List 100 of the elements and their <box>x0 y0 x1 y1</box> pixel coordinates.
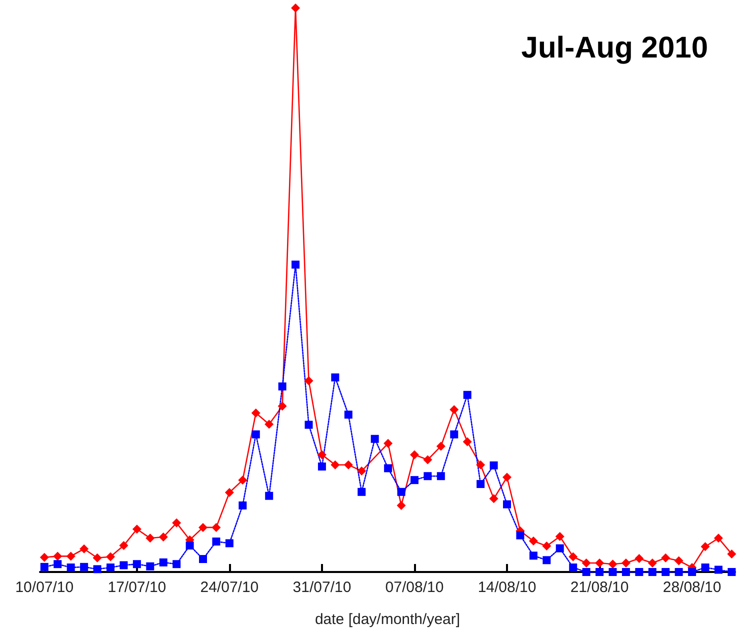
point <box>106 552 115 562</box>
point <box>516 531 524 540</box>
point <box>238 501 247 510</box>
point <box>304 376 314 386</box>
point <box>450 405 459 414</box>
point <box>251 408 260 418</box>
point <box>634 554 644 563</box>
point <box>159 558 168 566</box>
point <box>662 568 670 576</box>
point <box>119 540 128 550</box>
point <box>423 455 432 464</box>
point <box>436 472 445 480</box>
point <box>489 494 498 504</box>
point <box>384 438 393 448</box>
point <box>53 552 62 561</box>
point <box>132 560 141 568</box>
point <box>528 536 538 546</box>
point <box>410 476 418 484</box>
point <box>344 410 352 419</box>
point <box>608 568 617 576</box>
point <box>450 430 458 438</box>
point <box>158 532 168 542</box>
point <box>582 558 591 568</box>
x-tick-label: 28/08/10 <box>662 579 722 596</box>
point <box>40 562 48 571</box>
point <box>476 480 485 488</box>
point <box>66 552 76 561</box>
point <box>727 549 736 558</box>
point <box>648 568 656 576</box>
point <box>358 488 366 496</box>
point <box>556 544 564 552</box>
point <box>80 544 89 554</box>
point <box>199 555 208 564</box>
point <box>264 420 274 429</box>
point <box>331 373 340 382</box>
point <box>728 568 736 576</box>
point <box>317 450 326 460</box>
point <box>186 541 194 550</box>
point <box>502 472 512 482</box>
point <box>621 558 630 568</box>
point <box>80 562 88 571</box>
point <box>278 402 287 411</box>
point <box>396 500 406 510</box>
x-axis-title: date [day/month/year] <box>314 611 460 628</box>
point <box>688 568 696 576</box>
point <box>212 522 221 532</box>
x-tick-label: 31/07/10 <box>292 579 352 596</box>
point <box>172 560 181 568</box>
point <box>146 534 155 543</box>
point <box>384 464 392 472</box>
x-tick-label: 14/08/10 <box>478 579 536 596</box>
point <box>595 558 604 568</box>
point <box>503 500 512 508</box>
point <box>66 563 75 572</box>
point <box>344 460 353 470</box>
point <box>674 556 684 566</box>
point <box>555 532 564 541</box>
point <box>462 437 472 446</box>
x-tick-label: 21/08/10 <box>570 579 629 596</box>
x-tick-label: 10/07/10 <box>15 579 74 596</box>
point <box>132 524 142 534</box>
point <box>238 476 248 485</box>
point <box>701 563 710 572</box>
point <box>700 542 710 552</box>
x-tick-label: 07/08/10 <box>385 579 444 596</box>
point <box>410 450 419 460</box>
point <box>568 552 578 562</box>
point <box>397 488 406 496</box>
point <box>318 462 326 471</box>
point <box>622 568 630 576</box>
point <box>529 552 538 560</box>
x-tick-label: 17/07/10 <box>108 579 166 596</box>
point <box>292 260 300 269</box>
point <box>92 553 102 562</box>
point <box>291 4 300 12</box>
point <box>224 488 234 497</box>
point <box>635 568 644 576</box>
x-tick-label: 24/07/10 <box>200 579 259 596</box>
point <box>424 472 432 480</box>
point <box>278 382 286 390</box>
point <box>490 461 498 470</box>
point <box>93 565 102 574</box>
point <box>198 522 208 532</box>
point <box>714 566 722 574</box>
point <box>146 562 154 570</box>
point <box>661 553 670 562</box>
point <box>172 518 182 528</box>
point <box>648 558 657 568</box>
point <box>120 561 128 570</box>
point <box>106 563 114 572</box>
text: Jul-Aug 2010 <box>521 32 708 64</box>
point <box>674 568 683 576</box>
point <box>357 466 366 476</box>
point <box>463 390 472 399</box>
point <box>370 434 379 443</box>
point <box>476 460 486 470</box>
point <box>252 430 260 438</box>
point <box>212 538 220 546</box>
point <box>542 556 551 564</box>
point <box>330 460 340 470</box>
